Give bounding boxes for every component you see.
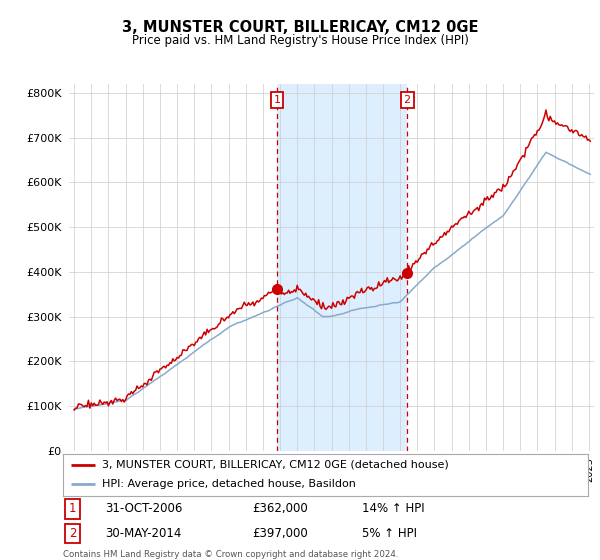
- Text: 3, MUNSTER COURT, BILLERICAY, CM12 0GE: 3, MUNSTER COURT, BILLERICAY, CM12 0GE: [122, 20, 478, 35]
- Text: HPI: Average price, detached house, Basildon: HPI: Average price, detached house, Basi…: [103, 479, 356, 489]
- Text: 1: 1: [274, 95, 281, 105]
- Bar: [277, 84, 407, 451]
- Text: £397,000: £397,000: [252, 527, 308, 540]
- Text: 30-MAY-2014: 30-MAY-2014: [105, 527, 181, 540]
- Text: 2: 2: [69, 527, 76, 540]
- Text: £362,000: £362,000: [252, 502, 308, 515]
- Text: Price paid vs. HM Land Registry's House Price Index (HPI): Price paid vs. HM Land Registry's House …: [131, 34, 469, 46]
- Text: 5% ↑ HPI: 5% ↑ HPI: [362, 527, 417, 540]
- Text: Contains HM Land Registry data © Crown copyright and database right 2024.
This d: Contains HM Land Registry data © Crown c…: [63, 550, 398, 560]
- Text: 1: 1: [69, 502, 76, 515]
- Text: 2: 2: [404, 95, 411, 105]
- Text: 14% ↑ HPI: 14% ↑ HPI: [362, 502, 425, 515]
- Text: 3, MUNSTER COURT, BILLERICAY, CM12 0GE (detached house): 3, MUNSTER COURT, BILLERICAY, CM12 0GE (…: [103, 460, 449, 470]
- Text: 31-OCT-2006: 31-OCT-2006: [105, 502, 182, 515]
